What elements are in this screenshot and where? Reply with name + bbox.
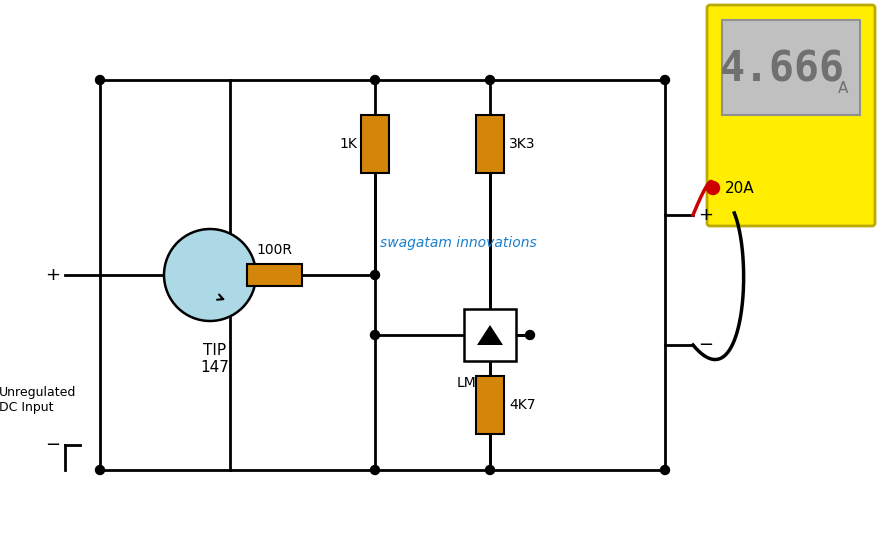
Text: swagatam innovations: swagatam innovations [379, 236, 536, 250]
Bar [361, 115, 389, 173]
Circle shape [371, 466, 379, 474]
Text: −: − [45, 436, 60, 454]
Text: A: A [838, 81, 847, 96]
Bar [476, 376, 503, 434]
Circle shape [164, 229, 255, 321]
Bar [721, 20, 859, 115]
Text: TIP
147: TIP 147 [200, 343, 229, 376]
Circle shape [371, 271, 379, 279]
Circle shape [485, 76, 494, 85]
Circle shape [659, 76, 669, 85]
Text: 20A: 20A [724, 181, 754, 195]
Circle shape [96, 466, 104, 474]
Text: +: + [45, 266, 60, 284]
Bar [464, 309, 515, 361]
Circle shape [525, 330, 534, 339]
Text: LM431: LM431 [457, 376, 502, 390]
Circle shape [96, 76, 104, 85]
Text: +: + [697, 206, 712, 224]
Bar [476, 115, 503, 173]
FancyBboxPatch shape [706, 5, 874, 226]
Bar [247, 264, 302, 286]
Polygon shape [477, 325, 502, 345]
Text: 1K: 1K [339, 137, 356, 151]
Circle shape [706, 182, 719, 194]
Text: 4.666: 4.666 [719, 48, 845, 91]
Text: −: − [697, 336, 712, 354]
Text: 100R: 100R [255, 243, 291, 257]
Text: 3K3: 3K3 [508, 137, 535, 151]
Circle shape [485, 466, 494, 474]
Text: 4K7: 4K7 [508, 398, 535, 412]
Circle shape [371, 330, 379, 339]
Text: Unregulated
DC Input: Unregulated DC Input [0, 386, 76, 414]
Circle shape [371, 76, 379, 85]
Circle shape [659, 466, 669, 474]
